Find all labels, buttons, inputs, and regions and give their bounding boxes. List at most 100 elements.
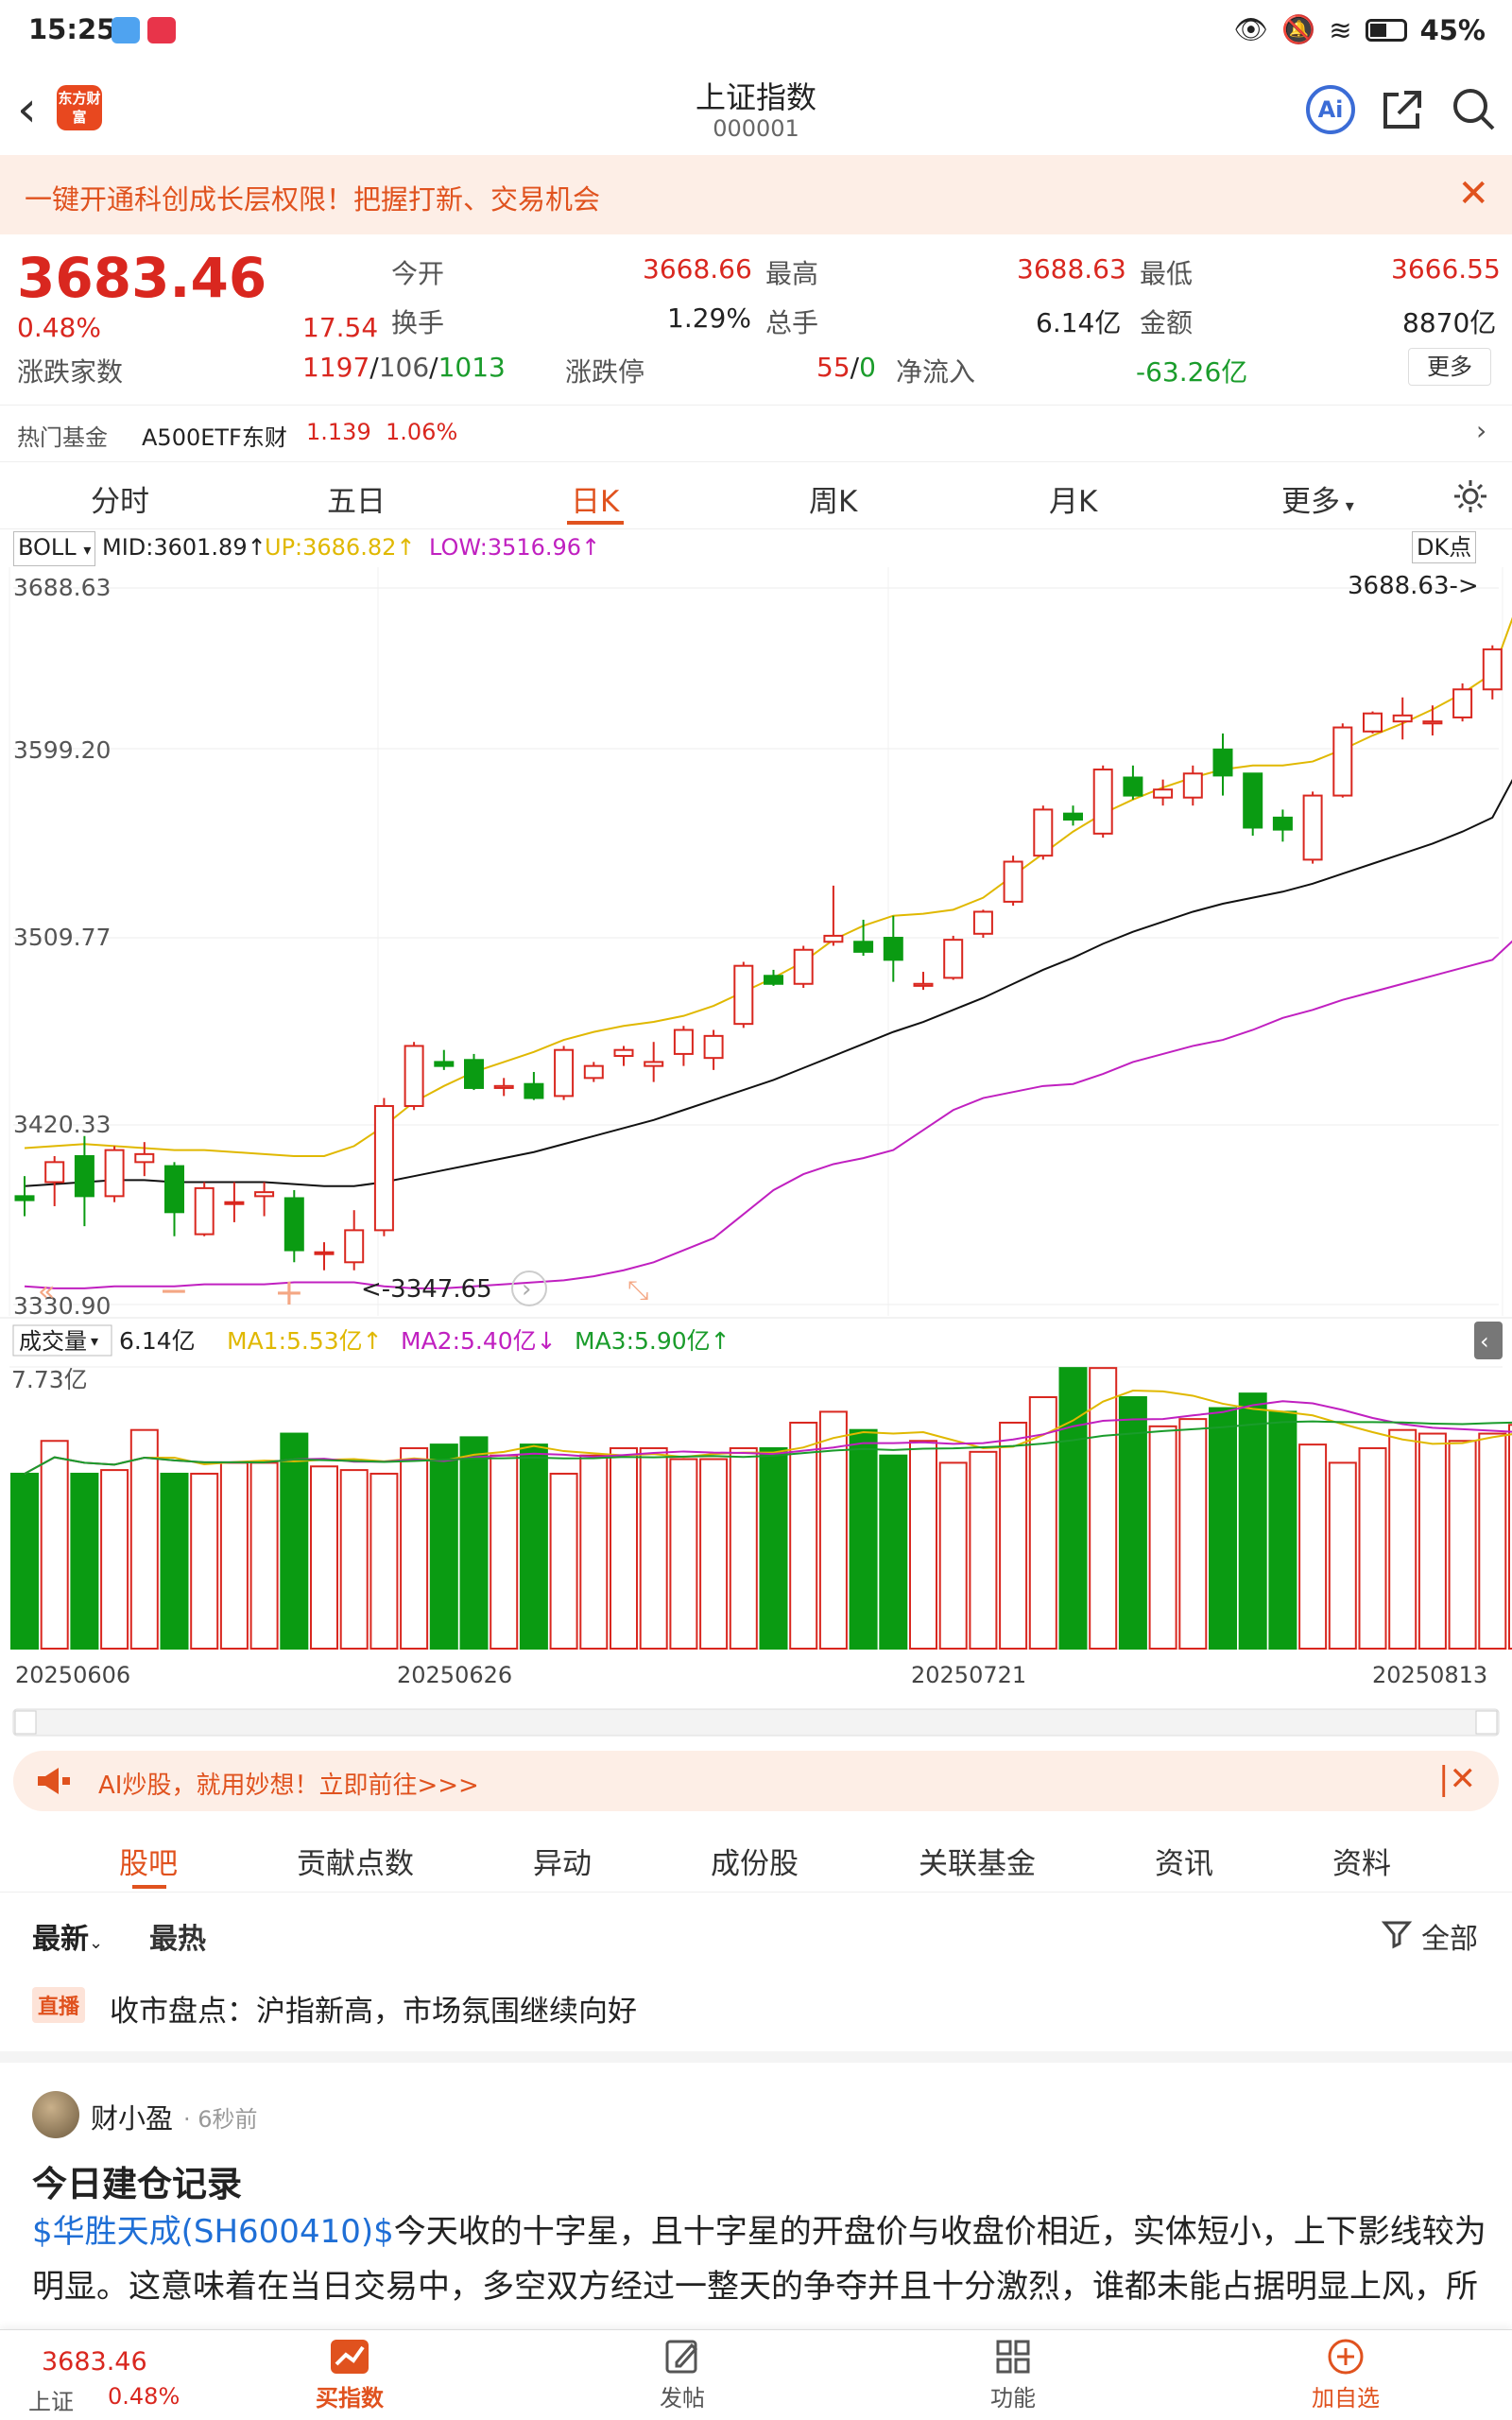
candle-body [14,1195,35,1201]
volume-bars [10,1367,1512,1651]
tab-guba[interactable]: 股吧 [119,1847,178,1881]
promo-text[interactable]: 一键开通科创成长层权限！把握打新、交易机会 [25,183,601,216]
candle [224,1182,245,1222]
live-item[interactable]: 直播 收市盘点：沪指新高，市场氛围继续向好 [0,1974,1512,2042]
tab-related-funds[interactable]: 关联基金 [919,1847,1036,1881]
volume-bar [400,1446,429,1651]
chevron-right-icon[interactable]: › [1476,415,1487,446]
tab-more[interactable]: 更多 ▾ [1281,485,1354,519]
volume-bar [879,1454,908,1651]
promo-banner[interactable]: 一键开通科创成长层权限！把握打新、交易机会 ✕ [0,155,1512,234]
ai-promo-bar[interactable]: AI炒股，就用妙想！立即前往>>> |✕ [13,1751,1499,1811]
volume-bar [909,1440,937,1651]
candle [254,1182,275,1217]
back-icon[interactable]: ‹ [17,81,37,138]
candle-body [644,1061,664,1067]
high-value: 3688.63 [1017,253,1126,285]
volume-bar [10,1472,39,1650]
volume-bar [369,1472,399,1650]
candle [1153,779,1174,806]
candle [1003,856,1023,907]
post-author[interactable]: 财小盈 [91,2102,174,2135]
filter-icon[interactable] [1382,1919,1412,1949]
volume-bar [310,1465,338,1650]
candle [1092,765,1113,838]
mute-icon: 🔕 [1281,13,1316,45]
filter-all[interactable]: 全部 [1421,1923,1478,1956]
indicator-selector[interactable]: BOLL ▾ [13,531,96,566]
tab-contribution[interactable]: 贡献点数 [297,1847,414,1881]
dk-point-button[interactable]: DK点 [1412,531,1477,563]
post-button[interactable]: 发帖 [616,2338,748,2412]
hot-fund-name[interactable]: A500ETF东财 [142,424,287,451]
close-icon[interactable]: |✕ [1438,1760,1476,1798]
buy-index-button[interactable]: 买指数 [284,2338,416,2412]
hot-fund-row[interactable]: 热门基金 A500ETF东财 1.139 1.06% › [0,405,1512,459]
low-marker: <-3347.65 [361,1275,492,1304]
date-label: 20250626 [397,1662,512,1688]
bottom-index-name: 上证 [28,2389,74,2415]
add-watchlist-button[interactable]: 加自选 [1280,2338,1412,2412]
chevron-left-icon: ‹ [1480,1328,1489,1355]
more-button[interactable]: 更多 [1408,348,1491,386]
candle [373,1098,394,1236]
candle [194,1182,215,1236]
tab-weekly-k[interactable]: 周K [809,485,858,519]
sort-latest[interactable]: 最新⌄ [32,1923,104,1956]
zoom-in-icon: + [274,1271,304,1313]
ai-assistant-icon[interactable]: Ai [1306,85,1355,134]
tab-monthly-k[interactable]: 月K [1049,485,1098,519]
volume-bar [280,1432,309,1650]
volume-value: 6.14亿 [119,1327,196,1355]
volume-bar [729,1446,758,1651]
post-time: · 6秒前 [183,2106,258,2133]
tab-five-day[interactable]: 五日 [327,485,386,519]
date-label: 20250606 [15,1662,130,1688]
candle-body [793,948,814,985]
candle [1212,733,1233,796]
candle-body [703,1034,724,1060]
candle-body [1422,720,1443,725]
share-icon[interactable] [1378,85,1427,134]
tab-news[interactable]: 资讯 [1155,1847,1213,1881]
chart-controls[interactable]: « − + › ⤡ [38,1270,648,1313]
ai-promo-text[interactable]: AI炒股，就用妙想！立即前往>>> [98,1772,479,1800]
kline-chart[interactable]: 3688.63 3599.20 3509.77 3420.33 3330.90 … [0,567,1512,1760]
sort-hottest[interactable]: 最热 [149,1923,206,1956]
volume-bar [849,1428,878,1650]
post-title[interactable]: 今日建仓记录 [32,2164,242,2204]
candle [1332,723,1353,798]
candle [703,1029,724,1070]
tab-profile[interactable]: 资料 [1332,1847,1391,1881]
tab-intraday[interactable]: 分时 [91,485,149,519]
boll-up: UP:3686.82↑ [265,534,416,561]
settings-gear-icon[interactable] [1452,477,1489,515]
sort-filter-row: 最新⌄ 最热 全部 [0,1900,1512,1966]
functions-button[interactable]: 功能 [947,2338,1079,2412]
tab-daily-k[interactable]: 日K [571,485,620,519]
candle [44,1155,65,1206]
candle [1452,683,1473,722]
candle-body [1363,712,1383,733]
live-title[interactable]: 收市盘点：沪指新高，市场氛围继续向好 [110,1995,637,2029]
post-card[interactable]: 财小盈 · 6秒前 今日建仓记录 $华胜天成(SH600410)$今天收的十字星… [0,2051,1512,2335]
svg-text:▾: ▾ [91,1332,98,1350]
volume-ma2: MA2:5.40亿↓ [401,1327,557,1355]
close-icon[interactable]: ✕ [1457,172,1489,216]
price-axis-label: 3599.20 [13,736,111,764]
candle-body [733,964,754,1026]
avatar[interactable] [32,2091,79,2138]
candle-body [194,1186,215,1236]
candle [164,1162,184,1236]
tab-constituents[interactable]: 成份股 [711,1847,799,1881]
candle-body [164,1165,184,1214]
post-body[interactable]: $华胜天成(SH600410)$今天收的十字星，且十字星的开盘价与收盘价相近，实… [32,2213,1486,2306]
app-logo: 东方财富 [57,85,102,130]
tab-anomaly[interactable]: 异动 [533,1847,592,1881]
search-icon[interactable] [1450,85,1499,134]
megaphone-icon [38,1768,70,1794]
volume-bar [40,1440,69,1651]
scrollbar-left-handle [14,1710,37,1735]
candle-body [104,1149,125,1198]
chart-scrollbar [12,1708,1500,1737]
